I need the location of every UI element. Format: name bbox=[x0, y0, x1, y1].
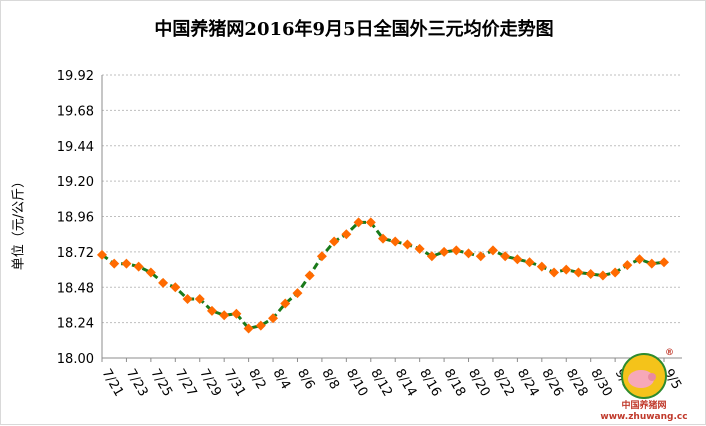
x-tick-label: 8/22 bbox=[489, 367, 517, 400]
x-tick-label: 8/6 bbox=[294, 367, 317, 393]
x-tick-label: 8/4 bbox=[270, 367, 293, 393]
data-point bbox=[329, 236, 340, 247]
x-tick-label: 8/24 bbox=[514, 367, 542, 400]
data-point bbox=[292, 288, 303, 299]
x-tick-label: 8/18 bbox=[441, 367, 469, 400]
registered-mark: ® bbox=[665, 348, 674, 358]
data-point bbox=[133, 261, 144, 272]
data-point bbox=[500, 251, 511, 262]
y-tick-label: 18.24 bbox=[57, 317, 94, 332]
data-point bbox=[439, 246, 450, 257]
x-tick-label: 7/23 bbox=[123, 367, 151, 400]
x-tick-label: 7/31 bbox=[221, 367, 249, 400]
data-point bbox=[524, 257, 535, 268]
data-point bbox=[170, 282, 181, 293]
x-tick-label: 7/21 bbox=[99, 367, 127, 400]
data-point bbox=[268, 313, 279, 324]
data-point bbox=[475, 251, 486, 262]
x-tick-label: 8/30 bbox=[587, 367, 615, 400]
data-point bbox=[622, 260, 633, 271]
data-point bbox=[243, 323, 254, 334]
y-tick-label: 19.20 bbox=[57, 175, 94, 190]
data-point bbox=[390, 236, 401, 247]
x-tick-label: 8/26 bbox=[538, 367, 566, 400]
data-point bbox=[451, 245, 462, 256]
data-point bbox=[646, 258, 657, 269]
data-point bbox=[231, 308, 242, 319]
data-point bbox=[316, 251, 327, 262]
data-point bbox=[158, 277, 169, 288]
data-point bbox=[549, 267, 560, 278]
x-tick-label: 8/28 bbox=[563, 367, 591, 400]
data-point bbox=[353, 217, 364, 228]
data-point bbox=[109, 258, 120, 269]
data-point bbox=[634, 254, 645, 265]
data-point bbox=[463, 248, 474, 259]
y-tick-label: 18.00 bbox=[57, 352, 94, 367]
data-point bbox=[304, 270, 315, 281]
data-point bbox=[280, 298, 291, 309]
data-point bbox=[182, 294, 193, 305]
data-point bbox=[573, 267, 584, 278]
data-point bbox=[97, 249, 107, 260]
data-point bbox=[378, 233, 388, 244]
data-point bbox=[365, 217, 376, 228]
x-tick-label: 8/12 bbox=[367, 367, 395, 400]
y-tick-label: 19.68 bbox=[57, 104, 94, 119]
x-tick-label: 8/2 bbox=[245, 367, 268, 393]
data-point bbox=[414, 243, 425, 254]
data-point bbox=[597, 270, 608, 281]
x-tick-label: 7/27 bbox=[172, 367, 200, 400]
x-tick-label: 8/14 bbox=[392, 367, 420, 400]
y-tick-label: 18.48 bbox=[57, 281, 94, 296]
data-point bbox=[561, 264, 572, 275]
data-point bbox=[255, 320, 266, 331]
y-tick-label: 18.72 bbox=[57, 246, 94, 261]
data-point bbox=[402, 239, 413, 250]
data-point bbox=[585, 268, 596, 279]
data-point bbox=[610, 267, 621, 278]
pig-icon bbox=[628, 370, 654, 388]
x-tick-label: 7/25 bbox=[147, 367, 175, 400]
x-tick-label: 7/29 bbox=[196, 367, 224, 400]
y-tick-label: 19.44 bbox=[57, 140, 94, 155]
data-point bbox=[426, 251, 437, 262]
data-point bbox=[121, 258, 132, 269]
data-point bbox=[206, 305, 217, 316]
x-tick-label: 8/20 bbox=[465, 367, 493, 400]
x-tick-label: 8/8 bbox=[318, 367, 341, 393]
pig-snout-icon bbox=[648, 373, 656, 381]
data-point bbox=[341, 229, 352, 240]
y-tick-label: 18.96 bbox=[57, 211, 94, 226]
y-tick-label: 19.92 bbox=[57, 69, 94, 84]
chart-title: 中国养猪网2016年9月5日全国外三元均价走势图 bbox=[154, 19, 554, 40]
data-point bbox=[145, 267, 156, 278]
logo-url: www.zhuwang.cc bbox=[600, 412, 687, 422]
data-point bbox=[487, 245, 498, 256]
data-point bbox=[194, 294, 205, 305]
data-point bbox=[219, 310, 230, 321]
logo-name: 中国养猪网 bbox=[621, 399, 666, 411]
x-tick-label: 8/16 bbox=[416, 367, 444, 400]
data-point bbox=[659, 257, 669, 268]
data-point bbox=[536, 261, 547, 272]
data-point bbox=[512, 254, 523, 265]
x-tick-label: 8/10 bbox=[343, 367, 371, 400]
